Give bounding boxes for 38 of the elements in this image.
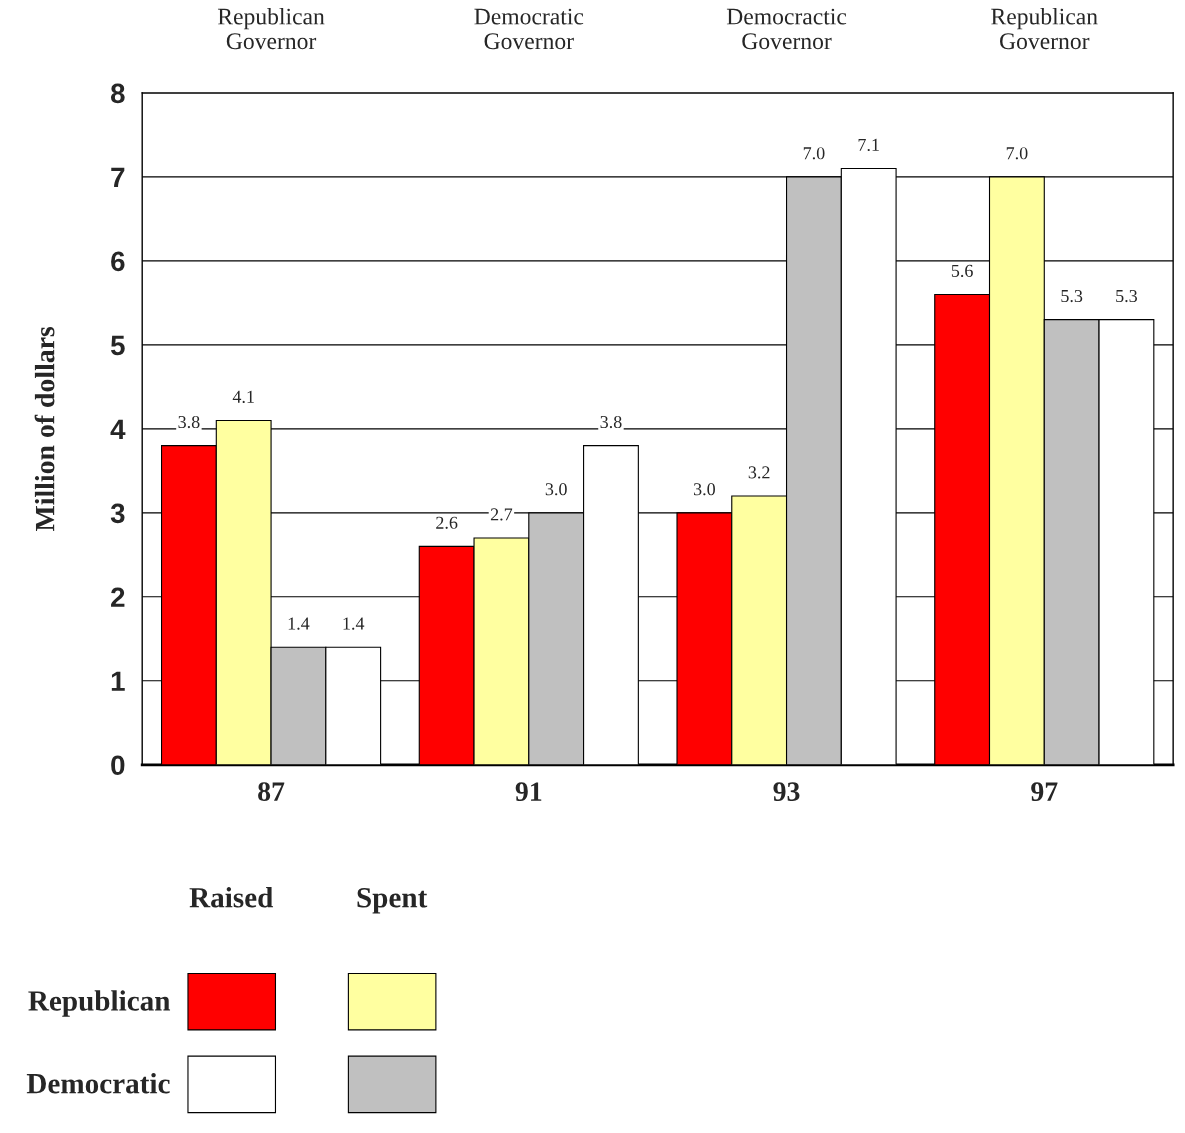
y-tick-label: 0 [111, 755, 125, 776]
y-tick-label: 8 [110, 83, 125, 104]
data-label: 2.6 [436, 516, 458, 529]
y-tick-label: 7 [111, 167, 125, 187]
data-label: 3.8 [600, 415, 622, 429]
x-tick-label: 97 [1031, 782, 1058, 801]
data-label: 2.7 [490, 508, 513, 521]
data-label: 3.0 [545, 483, 567, 496]
data-label: 1.4 [343, 617, 365, 630]
x-tick-label: 91 [515, 782, 542, 801]
text: Republican Governor [217, 7, 325, 50]
text: Democratic Governor [474, 8, 584, 50]
data-label: 3.0 [693, 483, 715, 496]
text: Democractic Governor [726, 8, 847, 50]
data-label: 3.2 [748, 466, 770, 479]
text: Raised [189, 887, 274, 908]
y-tick-label: 4 [110, 419, 126, 439]
legend-label: Democratic [26, 1072, 170, 1094]
data-label: 7.0 [803, 147, 825, 160]
legend-label: Republican [28, 990, 171, 1017]
x-tick-label: 93 [773, 782, 800, 801]
x-tick-label: 87 [258, 782, 285, 801]
y-axis-title: Million of dollars [34, 326, 55, 531]
data-label: 7.1 [858, 138, 879, 152]
text: Republican Governor [991, 7, 1098, 50]
data-label: 7.0 [1006, 147, 1028, 160]
data-label: 4.1 [232, 390, 254, 403]
data-label: 3.8 [178, 415, 200, 429]
text: Spent [357, 887, 428, 914]
data-label: 5.3 [1116, 289, 1138, 303]
y-tick-label: 5 [110, 335, 125, 356]
y-tick-label: 2 [111, 587, 125, 607]
data-label: 1.4 [288, 617, 310, 630]
y-tick-label: 6 [111, 251, 125, 272]
y-tick-label: 1 [111, 671, 125, 691]
data-label: 5.6 [951, 264, 973, 277]
data-label: 5.3 [1061, 289, 1083, 303]
y-tick-label: 3 [110, 503, 125, 524]
